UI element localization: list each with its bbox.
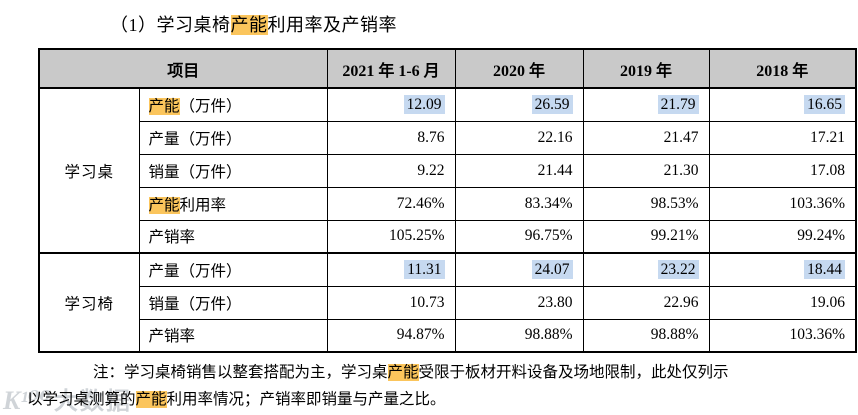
item-text: （万件） (179, 97, 242, 115)
value-cell: 23.80 (454, 285, 584, 320)
item-text: 产销率 (148, 328, 196, 346)
value-cell: 26.59 (454, 87, 584, 122)
item-label-cell: 产量（万件） (138, 252, 328, 287)
value-cell: 98.88% (582, 318, 710, 353)
value-cell: 99.21% (582, 219, 710, 254)
value-cell: 11.31 (326, 252, 456, 287)
value-highlighted: 24.07 (531, 259, 573, 279)
group-cell-chair: 学习椅 (38, 252, 140, 353)
footnote-highlight: 产能 (387, 364, 419, 381)
value-cell: 24.07 (454, 252, 584, 287)
value-cell: 21.47 (582, 120, 710, 155)
value-cell: 18.44 (708, 252, 857, 287)
header-2020: 2020 年 (454, 48, 584, 89)
value-cell: 17.08 (708, 153, 857, 188)
value-cell: 16.65 (708, 87, 857, 122)
value-cell: 103.36% (708, 318, 857, 353)
value-cell: 94.87% (326, 318, 456, 353)
header-item: 项目 (38, 48, 328, 89)
value-cell: 21.79 (582, 87, 710, 122)
table-row-desk-output: 产量（万件） 8.76 22.16 21.47 17.21 (39, 120, 857, 155)
footnote-text-rest: 受限于板材开料设备及场地限制，此处仅列示 (418, 364, 729, 381)
item-text: 产量（万件） (148, 262, 242, 280)
item-label-cell: 销量（万件） (138, 153, 328, 188)
title-text-rest: 利用率及产销率 (267, 15, 397, 35)
value-highlighted: 21.79 (657, 94, 699, 114)
value-cell: 103.36% (708, 186, 857, 221)
table-header-row: 项目 2021 年 1-6 月 2020 年 2019 年 2018 年 (38, 48, 857, 89)
table-row-desk-sales-ratio: 产销率 105.25% 96.75% 99.21% 99.24% (39, 219, 857, 254)
value-cell: 99.24% (708, 219, 857, 254)
header-2021h1: 2021 年 1-6 月 (326, 48, 456, 89)
item-label-cell: 销量（万件） (138, 285, 328, 320)
table-row-desk-utilization: 产能利用率 72.46% 83.34% 98.53% 103.36% (39, 186, 857, 221)
value-cell: 21.44 (454, 153, 584, 188)
item-text: 销量（万件） (148, 163, 242, 181)
item-text: 产销率 (148, 229, 196, 247)
value-cell: 83.34% (454, 186, 584, 221)
value-highlighted: 26.59 (531, 94, 573, 114)
value-cell: 10.73 (326, 285, 456, 320)
value-cell: 19.06 (708, 285, 857, 320)
value-cell: 105.25% (326, 219, 456, 254)
page-title: （1）学习桌椅产能利用率及产销率 (110, 11, 397, 37)
item-label-cell: 产能（万件） (138, 87, 328, 122)
header-2018: 2018 年 (708, 48, 857, 89)
value-cell: 9.22 (326, 153, 456, 188)
value-highlighted: 12.09 (403, 94, 445, 114)
item-label-cell: 产销率 (138, 219, 328, 254)
item-highlight: 产能 (148, 97, 180, 115)
item-label-cell: 产能利用率 (138, 186, 328, 221)
table-row-desk-capacity: 学习桌 产能（万件） 12.09 26.59 21.79 16.65 (38, 87, 857, 254)
header-2019: 2019 年 (582, 48, 710, 89)
item-label-cell: 产销率 (138, 318, 328, 353)
footnote-text: 以学习桌测算的 (27, 391, 136, 408)
title-highlight-capacity: 产能 (230, 15, 268, 35)
value-cell: 22.96 (582, 285, 710, 320)
item-label-cell: 产量（万件） (138, 120, 328, 155)
item-text: 利用率 (179, 196, 227, 214)
table-row-chair-sales: 销量（万件） 10.73 23.80 22.96 19.06 (39, 285, 857, 320)
footnote-text-rest: 利用率情况；产销率即销量与产量之比。 (166, 391, 446, 408)
item-text: 产量（万件） (148, 130, 242, 148)
footnote-line-1: 注：学习桌椅销售以整套搭配为主，学习桌产能受限于板材开料设备及场地限制，此处仅列… (93, 360, 729, 382)
value-cell: 98.53% (582, 186, 710, 221)
value-cell: 8.76 (326, 120, 456, 155)
title-text: （1）学习桌椅 (110, 15, 231, 35)
value-highlighted: 18.44 (804, 259, 846, 279)
value-cell: 17.21 (708, 120, 857, 155)
value-highlighted: 23.22 (657, 259, 699, 279)
capacity-utilization-table: 项目 2021 年 1-6 月 2020 年 2019 年 2018 年 学习桌… (38, 48, 858, 353)
value-cell: 98.88% (454, 318, 584, 353)
value-cell: 96.75% (454, 219, 584, 254)
table-row-desk-sales: 销量（万件） 9.22 21.44 21.30 17.08 (39, 153, 857, 188)
item-text: 销量（万件） (148, 295, 242, 313)
table-row-chair-output: 学习椅 产量（万件） 11.31 24.07 23.22 18.44 (38, 252, 857, 353)
item-highlight: 产能 (148, 196, 180, 214)
value-cell: 12.09 (326, 87, 456, 122)
value-cell: 23.22 (582, 252, 710, 287)
footnote-highlight: 产能 (135, 391, 167, 408)
footnote-line-2: 以学习桌测算的产能利用率情况；产销率即销量与产量之比。 (27, 387, 446, 409)
value-highlighted: 16.65 (804, 94, 846, 114)
group-cell-desk: 学习桌 (38, 87, 140, 254)
value-highlighted: 11.31 (404, 259, 445, 279)
value-cell: 22.16 (454, 120, 584, 155)
value-cell: 72.46% (326, 186, 456, 221)
footnote-text: 注：学习桌椅销售以整套搭配为主，学习桌 (93, 364, 388, 381)
table-row-chair-sales-ratio: 产销率 94.87% 98.88% 98.88% 103.36% (39, 318, 857, 353)
value-cell: 21.30 (582, 153, 710, 188)
